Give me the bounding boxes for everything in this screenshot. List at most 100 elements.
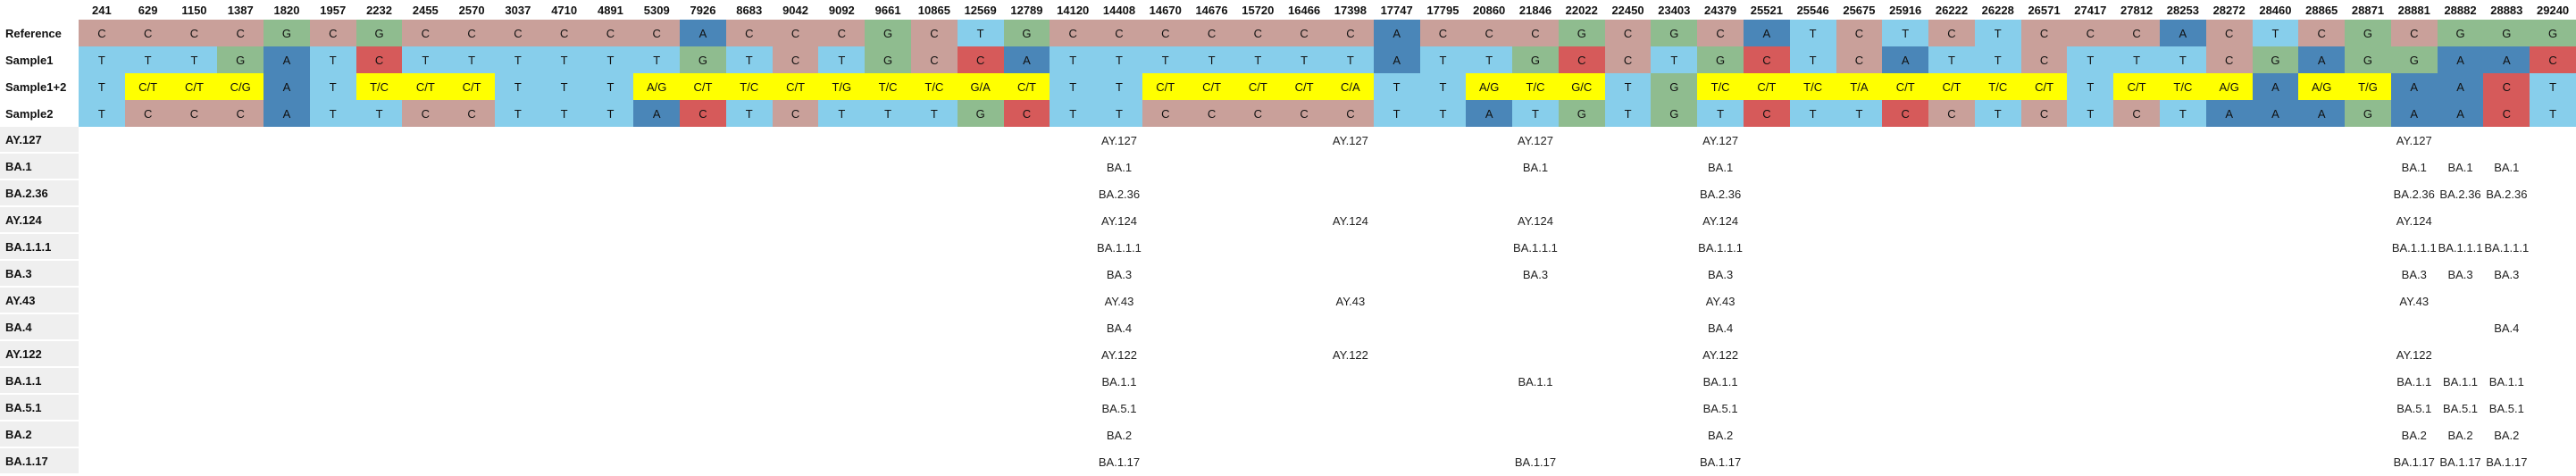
lineage-cell: BA.4 bbox=[2494, 321, 2520, 335]
base-cell: A/G bbox=[633, 73, 681, 100]
lineage-cell: BA.1.1 bbox=[1702, 374, 1738, 388]
base-cell: C bbox=[1188, 100, 1235, 127]
lineage-cell: BA.1.17 bbox=[1699, 455, 1742, 469]
base-cell: C bbox=[725, 20, 773, 46]
position-header: 25675 bbox=[1843, 3, 1876, 17]
lineage-cell: BA.2 bbox=[2494, 428, 2520, 442]
base-cell: T bbox=[1050, 46, 1097, 73]
base-cell: T/C bbox=[911, 73, 958, 100]
base-cell: T/C bbox=[355, 73, 403, 100]
lineage-row-label: BA.2.36 bbox=[0, 180, 79, 205]
lineage-cell: BA.1.17 bbox=[2393, 455, 2435, 469]
base-cell: C bbox=[2020, 100, 2068, 127]
base-cell: T bbox=[1789, 20, 1836, 46]
base-cell: C/T bbox=[2113, 73, 2160, 100]
base-cell: C bbox=[448, 20, 495, 46]
position-header: 7926 bbox=[690, 3, 716, 17]
base-cell: T bbox=[1974, 20, 2021, 46]
base-cell: T bbox=[495, 46, 541, 73]
lineage-cell: BA.1.1.1 bbox=[1513, 240, 1558, 255]
base-cell: C bbox=[2113, 100, 2160, 127]
base-cell: G bbox=[2345, 100, 2391, 127]
base-cell: C bbox=[495, 20, 541, 46]
lineage-cell: BA.1 bbox=[2494, 160, 2520, 174]
lineage-cell: BA.2.36 bbox=[2439, 187, 2481, 201]
lineage-cell: BA.1.1.1 bbox=[2438, 240, 2483, 255]
lineage-cell: BA.1 bbox=[1708, 160, 1734, 174]
base-cell: C bbox=[1327, 100, 1374, 127]
position-header: 14120 bbox=[1057, 3, 1090, 17]
lineage-row-label: BA.2 bbox=[0, 422, 79, 447]
base-cell: G bbox=[355, 20, 403, 46]
base-cell: T bbox=[2113, 46, 2160, 73]
lineage-cell: AY.43 bbox=[1335, 294, 1366, 308]
base-cell: G bbox=[865, 46, 911, 73]
position-header: 2455 bbox=[412, 3, 439, 17]
base-cell: G bbox=[2437, 20, 2484, 46]
lineage-cell: BA.1.17 bbox=[1514, 455, 1557, 469]
lineage-cell: BA.1.1 bbox=[2488, 374, 2524, 388]
base-cell: C bbox=[217, 20, 264, 46]
lineage-cell: AY.122 bbox=[1332, 347, 1368, 362]
base-cell: T bbox=[1836, 100, 1883, 127]
lineage-cell: AY.124 bbox=[2396, 213, 2432, 228]
base-cell: C bbox=[1928, 20, 1975, 46]
base-cell: C bbox=[1558, 46, 1605, 73]
base-cell: C/T bbox=[680, 73, 726, 100]
base-cell: T bbox=[1096, 73, 1142, 100]
position-header: 3037 bbox=[505, 3, 531, 17]
position-header: 4891 bbox=[597, 3, 623, 17]
base-cell: C bbox=[772, 46, 819, 73]
base-cell: C bbox=[633, 20, 681, 46]
position-header: 22450 bbox=[1611, 3, 1644, 17]
base-cell: G bbox=[957, 100, 1004, 127]
base-cell: C bbox=[1050, 20, 1097, 46]
base-cell: C/T bbox=[402, 73, 449, 100]
position-header: 27417 bbox=[2074, 3, 2107, 17]
base-cell: C bbox=[2113, 20, 2160, 46]
base-cell: C bbox=[587, 20, 634, 46]
base-cell: C bbox=[124, 100, 171, 127]
position-header: 12569 bbox=[964, 3, 997, 17]
lineage-cell: BA.4 bbox=[1708, 321, 1734, 335]
base-cell: T bbox=[1188, 46, 1235, 73]
position-header: 26228 bbox=[1981, 3, 2014, 17]
sample-row-label: Sample1+2 bbox=[5, 79, 67, 94]
base-cell: T bbox=[725, 100, 773, 127]
lineage-cell: BA.5.1 bbox=[2396, 401, 2432, 415]
base-cell: C bbox=[2067, 20, 2114, 46]
base-cell: T bbox=[2160, 46, 2206, 73]
base-cell: T bbox=[2067, 46, 2114, 73]
base-cell: C bbox=[448, 100, 495, 127]
lineage-cell: BA.1 bbox=[1522, 160, 1549, 174]
position-header: 14670 bbox=[1149, 3, 1182, 17]
position-header: 5309 bbox=[643, 3, 670, 17]
base-cell: C/T bbox=[1234, 73, 1282, 100]
base-cell: A bbox=[2390, 73, 2438, 100]
base-cell: C bbox=[309, 20, 356, 46]
base-cell: C bbox=[1466, 20, 1513, 46]
position-header: 1387 bbox=[227, 3, 254, 17]
base-cell: T bbox=[1373, 73, 1420, 100]
lineage-row-label: BA.1.17 bbox=[0, 448, 79, 473]
lineage-cell: BA.2.36 bbox=[1098, 187, 1141, 201]
base-cell: G bbox=[2390, 46, 2438, 73]
base-cell: G bbox=[865, 20, 911, 46]
position-header: 21846 bbox=[1518, 3, 1552, 17]
base-cell: A bbox=[1466, 100, 1513, 127]
lineage-cell: AY.124 bbox=[1332, 213, 1368, 228]
position-header: 28871 bbox=[2351, 3, 2385, 17]
base-cell: T bbox=[448, 46, 495, 73]
position-header: 1150 bbox=[181, 3, 207, 17]
base-cell: C/T bbox=[1188, 73, 1235, 100]
position-header: 16466 bbox=[1288, 3, 1321, 17]
position-header: 28865 bbox=[2305, 3, 2338, 17]
base-cell: T bbox=[1373, 100, 1420, 127]
lineage-cell: BA.2 bbox=[1106, 428, 1133, 442]
position-header: 28883 bbox=[2490, 3, 2523, 17]
base-cell: T bbox=[1882, 20, 1929, 46]
position-header: 14408 bbox=[1102, 3, 1136, 17]
base-cell: T bbox=[309, 100, 356, 127]
base-cell: T bbox=[355, 100, 403, 127]
base-cell: C bbox=[957, 46, 1004, 73]
